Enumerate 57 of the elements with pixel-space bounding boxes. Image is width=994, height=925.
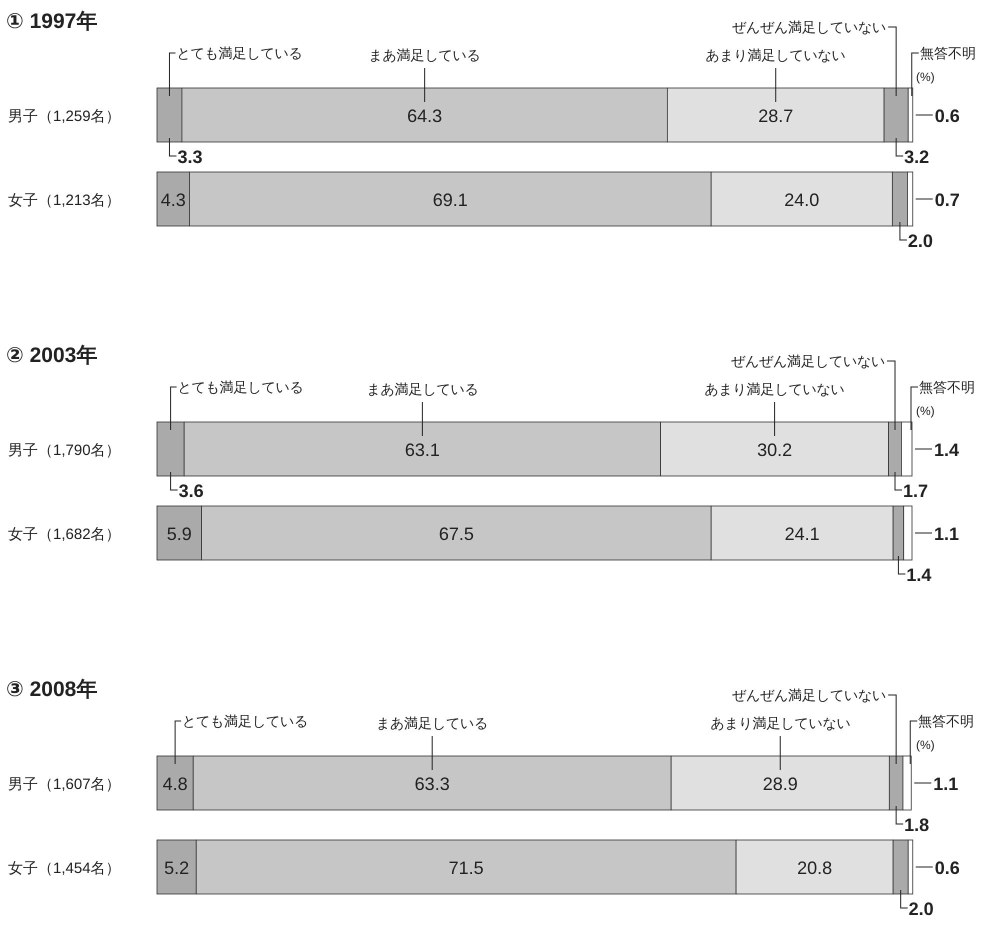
series-label: あまり満足していない (704, 381, 845, 397)
y-tick-label: 男子（1,790名） (8, 442, 121, 459)
y-tick-label: 男子（1,259名） (8, 108, 121, 125)
chart-title: ① 1997年 (6, 10, 98, 33)
data-label: 3.2 (904, 147, 930, 167)
chart-title: ③ 2008年 (6, 678, 98, 701)
text: ぜんぜん満足していない (731, 353, 886, 369)
series-label: あまり満足していない (710, 715, 850, 731)
data-label: 1.1 (934, 524, 960, 544)
text: (%) (916, 738, 935, 752)
y-tick-label: 女子（1,682名） (8, 526, 121, 543)
data-label: 64.3 (407, 106, 442, 126)
y-tick-label: 女子（1,454名） (8, 860, 121, 877)
series-label: 無答不明 (920, 45, 976, 61)
data-label: 3.3 (177, 147, 202, 167)
data-label: 4.8 (162, 774, 188, 794)
data-label: 67.5 (438, 524, 474, 544)
data-label: 69.1 (432, 190, 468, 210)
data-label: 0.7 (934, 190, 960, 210)
text: (%) (916, 404, 935, 418)
series-label: とても満足している (176, 45, 302, 61)
data-label: 1.7 (903, 481, 928, 501)
data-label: 1.4 (906, 565, 932, 585)
data-label: 1.4 (934, 440, 960, 460)
y-tick-label: 男子（1,607名） (8, 776, 121, 793)
text: ぜんぜん満足していない (732, 19, 886, 35)
series-label: 無答不明 (919, 379, 975, 395)
text: ぜんぜん満足していない (732, 687, 886, 703)
data-label: 63.3 (414, 774, 450, 794)
series-label: とても満足している (178, 379, 304, 395)
data-label: 24.0 (784, 190, 820, 210)
data-label: 71.5 (448, 858, 484, 878)
data-label: 28.7 (758, 106, 794, 126)
data-label: 5.2 (164, 858, 190, 878)
text: (%) (916, 70, 935, 84)
series-label: 無答不明 (918, 713, 974, 729)
data-label: 24.1 (784, 524, 820, 544)
series-label: まあ満足している (366, 381, 478, 397)
series-label: まあ満足している (368, 47, 481, 63)
data-label: 1.1 (933, 774, 958, 794)
data-label: 30.2 (757, 440, 792, 460)
y-tick-label: 女子（1,213名） (8, 192, 121, 209)
data-label: 20.8 (797, 858, 832, 878)
series-label: とても満足している (182, 713, 308, 729)
data-label: 3.6 (178, 481, 204, 501)
data-label: 0.6 (934, 858, 960, 878)
data-label: 4.3 (160, 190, 186, 210)
data-label: 63.1 (404, 440, 440, 460)
data-label: 2.0 (908, 899, 934, 919)
data-label: 28.9 (762, 774, 798, 794)
series-label: あまり満足していない (706, 47, 846, 63)
data-label: 2.0 (908, 231, 933, 251)
chart-title: ② 2003年 (6, 344, 98, 367)
series-label: まあ満足している (376, 715, 488, 731)
data-label: 1.8 (904, 815, 930, 835)
data-label: 5.9 (166, 524, 192, 544)
data-label: 0.6 (934, 106, 960, 126)
